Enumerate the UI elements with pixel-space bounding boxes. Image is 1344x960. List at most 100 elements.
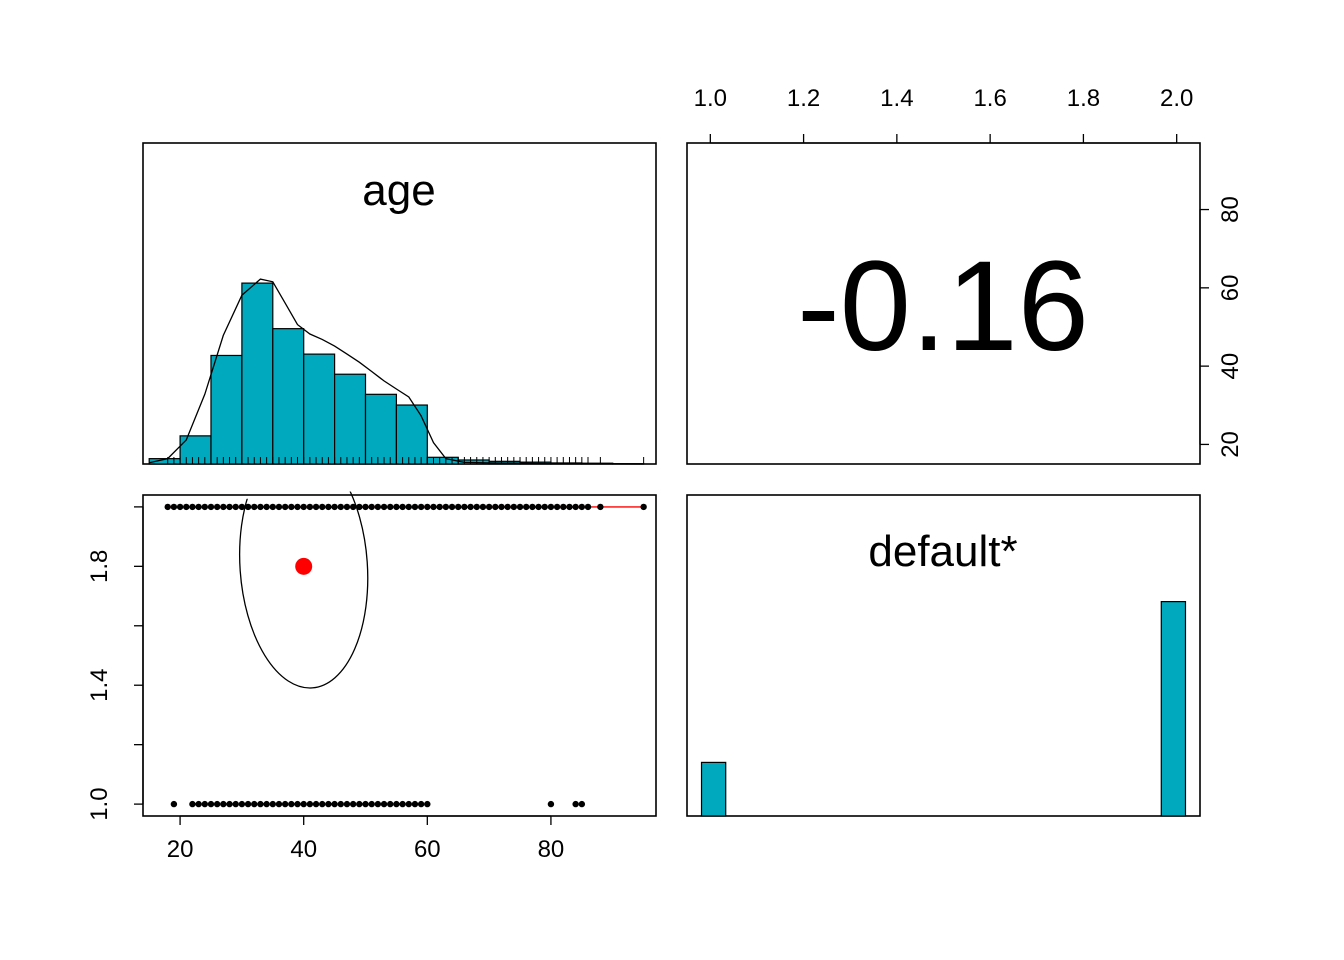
scatter-point-0-46: [448, 503, 456, 511]
scatter-point-1-3: [201, 800, 209, 808]
age-bar-3: [241, 282, 274, 465]
scatter-point-0-42: [424, 503, 431, 511]
scatter-point-1-21: [312, 800, 320, 808]
scatter-point-1-9: [238, 800, 246, 808]
scatter-point-1-7: [226, 800, 233, 808]
scatter-point-1-32: [380, 800, 388, 808]
scatter-point-0-44: [436, 503, 443, 511]
scatter-point-0-54: [498, 503, 505, 511]
top-axis-label-4: 1.8: [1067, 85, 1100, 112]
left-axis-label-1: 1.4: [86, 669, 113, 702]
scatter-point-1-26: [343, 800, 351, 808]
scatter-point-0-8: [213, 503, 221, 511]
scatter-point-1-40: [547, 800, 555, 808]
scatter-point-1-0: [170, 800, 178, 808]
scatter-point-0-62: [547, 503, 555, 511]
scatter-point-0-39: [405, 503, 412, 511]
scatter-point-1-39: [424, 800, 431, 808]
scatter-point-0-24: [312, 503, 320, 511]
scatter-point-1-22: [319, 800, 326, 808]
scatter-point-0-51: [479, 503, 487, 511]
scatter-point-0-63: [553, 503, 561, 511]
scatter-point-1-27: [349, 800, 357, 808]
scatter-point-1-24: [331, 800, 338, 808]
age-bar-1: [179, 435, 212, 465]
right-axis-label-0: 20: [1217, 431, 1244, 458]
scatter-point-0-70: [640, 503, 647, 511]
default-histogram-bars: [700, 600, 1187, 817]
scatter-point-1-36: [405, 800, 412, 808]
bottom-axis-label-0: 20: [167, 836, 194, 863]
scatter-point-1-35: [399, 800, 406, 808]
default-histogram-panel: [686, 494, 1201, 817]
scatter-point-0-55: [504, 503, 511, 511]
age-density-curve: [149, 278, 644, 465]
scatter-point-1-31: [374, 800, 382, 808]
scatter-point-0-65: [566, 503, 573, 511]
scatter-point-0-52: [485, 503, 493, 511]
scatter-point-0-35: [380, 503, 388, 511]
scatter-point-0-56: [510, 503, 518, 511]
scatter-point-0-50: [473, 503, 480, 511]
top-axis-label-3: 1.6: [973, 85, 1006, 112]
scatter-point-1-41: [572, 800, 579, 808]
age-histogram-bars: [148, 282, 645, 465]
bottom-axis-label-2: 60: [414, 836, 441, 863]
scatter-point-1-5: [213, 800, 221, 808]
scatter-point-1-19: [300, 800, 307, 808]
scatter-point-0-7: [207, 503, 215, 511]
scatter-point-0-1: [170, 503, 178, 511]
top-axis-label-1: 1.2: [787, 85, 820, 112]
bottom-axis-label-3: 80: [538, 836, 565, 863]
age-bar-4: [272, 328, 305, 465]
scatter-point-0-64: [560, 503, 567, 511]
scatter-point-0-11: [232, 503, 239, 511]
scatter-point-1-25: [337, 800, 344, 808]
scatter-point-0-26: [325, 503, 332, 511]
age-density-line: [149, 278, 644, 465]
scatter-point-0-30: [349, 503, 357, 511]
scatter-point-0-22: [300, 503, 307, 511]
scatter-point-0-25: [319, 503, 326, 511]
scatter-point-0-59: [529, 503, 536, 511]
scatter-point-1-13: [263, 800, 270, 808]
scatter-point-1-23: [325, 800, 332, 808]
scatter-point-0-57: [516, 503, 524, 511]
scatter-point-1-17: [288, 800, 295, 808]
scatter-point-0-6: [201, 503, 209, 511]
scatter-point-0-43: [430, 503, 437, 511]
scatter-point-0-0: [164, 503, 171, 511]
scatter-point-0-27: [331, 503, 338, 511]
scatter-point-1-16: [281, 800, 289, 808]
scatter-point-1-10: [244, 800, 252, 808]
scatter-point-0-48: [461, 503, 468, 511]
scatter-point-1-1: [189, 800, 196, 808]
age-bar-8: [395, 404, 428, 465]
scatter-point-1-37: [411, 800, 419, 808]
default-bar-1: [1160, 600, 1187, 817]
correlation-value: -0.16: [797, 235, 1089, 378]
age-bar-7: [364, 393, 398, 465]
scatter-point-0-33: [368, 503, 375, 511]
scatter-point-1-20: [306, 800, 314, 808]
age-title: age: [362, 166, 435, 215]
scatter-point-1-30: [368, 800, 375, 808]
scatter-point-0-34: [374, 503, 382, 511]
scatter-point-0-3: [183, 503, 190, 511]
left-axis-label-0: 1.0: [86, 787, 113, 820]
scatter-point-0-45: [442, 503, 450, 511]
scatter-point-0-4: [189, 503, 196, 511]
axes: 20 40 60 80 1.0 1.4 1.8 1.0 1.2 1.4 1.6 1.8 2.0 20 40 6…: [86, 85, 1244, 863]
left-axis-label-2: 1.8: [86, 550, 113, 583]
scatter-point-0-68: [584, 503, 592, 511]
scatter-point-0-23: [306, 503, 314, 511]
scatter-point-1-6: [220, 800, 227, 808]
scatter-point-1-15: [275, 800, 283, 808]
scatter-point-0-17: [269, 503, 276, 511]
correlation-ellipse: [238, 470, 369, 689]
scatter-point-1-42: [578, 800, 586, 808]
scatter-point-0-20: [288, 503, 295, 511]
scatter-point-0-15: [257, 503, 264, 511]
scatter-point-1-28: [356, 800, 363, 808]
scatter-point-1-4: [207, 800, 215, 808]
